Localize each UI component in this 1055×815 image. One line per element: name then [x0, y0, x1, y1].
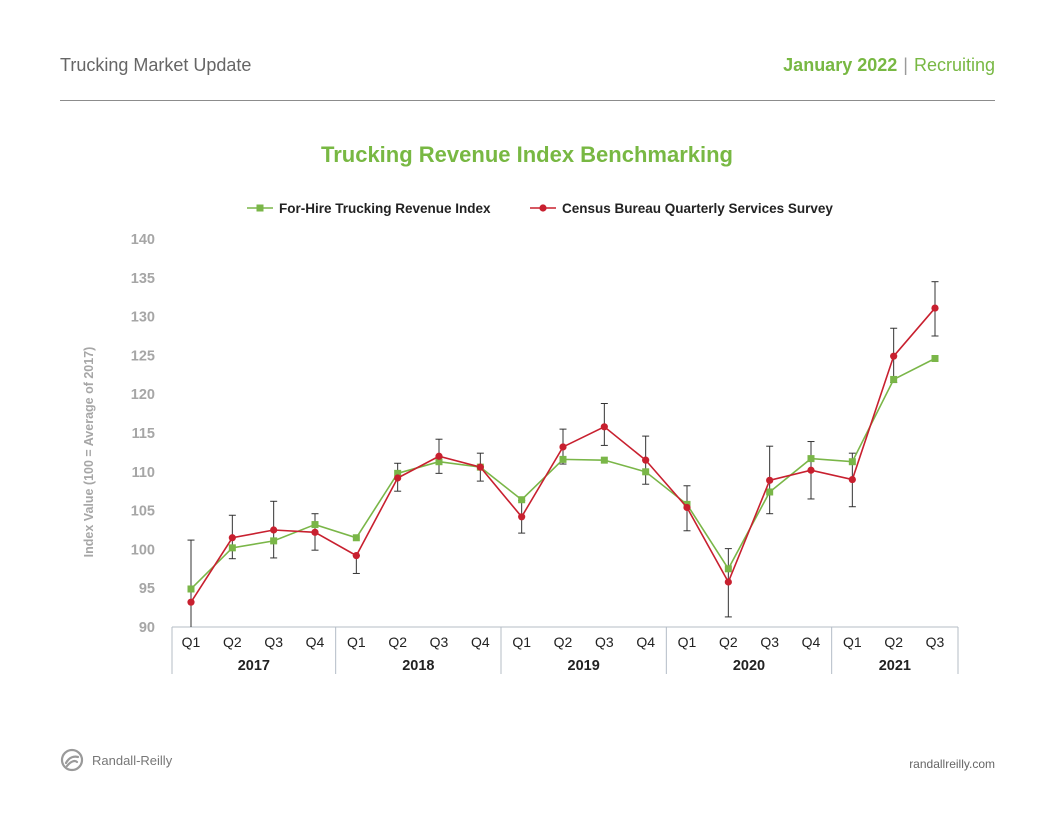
header-divider [60, 100, 995, 101]
header-separator: | [903, 55, 908, 75]
data-point [311, 528, 319, 536]
report-date: January 2022 [783, 55, 898, 75]
x-tick-label: Q2 [719, 634, 738, 650]
data-point [352, 552, 360, 560]
error-bar [187, 539, 195, 627]
x-group-label: 2021 [879, 658, 911, 674]
header-meta: January 2022 | Recruiting [783, 55, 995, 76]
y-tick-label: 100 [131, 542, 155, 558]
data-point [890, 352, 898, 360]
data-point [848, 475, 856, 484]
legend-label: Census Bureau Quarterly Services Survey [562, 201, 833, 216]
legend-marker [539, 204, 547, 212]
y-tick-label: 90 [139, 620, 155, 636]
data-point [187, 585, 195, 593]
data-point [931, 304, 939, 312]
data-point [848, 458, 856, 466]
y-tick-label: 135 [131, 271, 155, 287]
x-group-label: 2019 [568, 658, 600, 674]
data-point [187, 598, 195, 606]
footer-url: randallreilly.com [909, 757, 995, 771]
x-tick-label: Q4 [636, 634, 655, 650]
data-point [807, 466, 815, 474]
x-tick-label: Q4 [306, 634, 325, 650]
x-tick-label: Q3 [595, 634, 614, 650]
legend-item: For-Hire Trucking Revenue Index [247, 201, 491, 216]
data-point [642, 456, 650, 464]
data-point [724, 578, 732, 586]
x-group-label: 2018 [402, 658, 434, 674]
x-tick-label: Q4 [802, 634, 821, 650]
data-point [600, 423, 608, 431]
x-axis: Q1 Q2 Q3 Q4 Q1 Q2 Q3 Q4 Q1 Q2 Q3 Q4 Q1 Q2 Q3 Q4 Q1 Q2 Q3 20… [171, 626, 959, 674]
data-point [766, 488, 774, 496]
x-group-label: 2020 [733, 658, 765, 674]
data-point [311, 521, 319, 529]
x-tick-label: Q1 [512, 634, 531, 650]
data-point [600, 456, 608, 464]
x-tick-label: Q4 [471, 634, 490, 650]
x-tick-label: Q2 [884, 634, 903, 650]
data-point [559, 443, 567, 451]
data-point [435, 458, 443, 466]
x-tick-label: Q2 [554, 634, 573, 650]
y-tick-label: 110 [132, 465, 155, 481]
x-tick-label: Q3 [926, 634, 945, 650]
x-tick-label: Q2 [223, 634, 242, 650]
x-tick-label: Q1 [347, 634, 366, 650]
report-title: Trucking Market Update [60, 55, 252, 75]
y-tick-label: 140 [131, 232, 155, 248]
x-tick-label: Q1 [182, 634, 201, 650]
data-point [518, 496, 526, 504]
data-point [476, 463, 484, 471]
x-tick-label: Q3 [264, 634, 283, 650]
y-tick-label: 130 [131, 310, 155, 326]
y-tick-label: 95 [139, 581, 155, 597]
data-point [270, 537, 278, 545]
x-tick-label: Q1 [843, 634, 862, 650]
y-tick-label: 115 [132, 426, 155, 442]
data-point [435, 452, 443, 460]
section-label: Recruiting [913, 55, 995, 75]
data-point [807, 455, 815, 463]
brand-logo-icon [60, 748, 84, 772]
x-tick-label: Q3 [430, 634, 449, 650]
data-point [766, 476, 774, 484]
data-point [394, 474, 402, 482]
data-point [724, 565, 732, 573]
data-point [683, 503, 691, 512]
legend-marker [256, 204, 264, 212]
chart-legend: For-Hire Trucking Revenue Index Census Bu… [247, 201, 833, 216]
data-point [228, 534, 236, 542]
y-tick-label: 105 [131, 504, 155, 520]
error-bars [187, 281, 939, 627]
data-point [559, 455, 567, 463]
legend-label: For-Hire Trucking Revenue Index [279, 201, 491, 216]
data-point [228, 544, 236, 552]
data-point [518, 513, 526, 521]
x-tick-label: Q2 [388, 634, 407, 650]
data-point [642, 468, 650, 476]
x-tick-label: Q3 [760, 634, 779, 650]
data-point [931, 355, 939, 363]
y-tick-label: 125 [131, 348, 155, 364]
data-point [270, 526, 278, 534]
footer-brand: Randall-Reilly [60, 748, 172, 772]
y-tick-label: 120 [131, 387, 155, 403]
chart-title: Trucking Revenue Index Benchmarking [321, 142, 733, 167]
series-layer [187, 304, 939, 606]
series-for-hire-index [187, 355, 939, 593]
y-axis: 90 95 100 105 110 115 120 125 130 135 140 [131, 232, 155, 636]
data-point [352, 534, 360, 542]
x-tick-label: Q1 [678, 634, 697, 650]
data-point [890, 375, 898, 383]
series-census-survey [187, 304, 939, 606]
legend-item: Census Bureau Quarterly Services Survey [530, 201, 833, 216]
data-point [394, 469, 402, 477]
footer-brand-name: Randall-Reilly [92, 752, 173, 768]
y-axis-label: Index Value (100 = Average of 2017) [82, 347, 96, 558]
x-group-label: 2017 [238, 658, 270, 674]
